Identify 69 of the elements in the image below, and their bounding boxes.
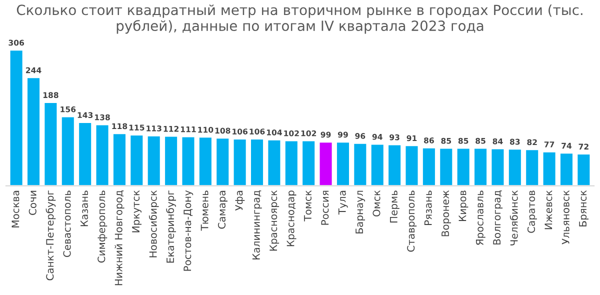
bar (26, 76, 41, 186)
bar (94, 124, 110, 186)
x-tick-label: Воронеж (442, 190, 451, 236)
x-tick-label: Тюмень (200, 190, 208, 231)
x-tick-label: Екатеринбург (166, 190, 176, 263)
bar (112, 132, 127, 186)
x-tick-label: Волгоград (493, 190, 503, 244)
x-tick-label: Омск (372, 190, 380, 216)
bar (250, 138, 264, 186)
bar (559, 152, 574, 186)
bar (78, 122, 92, 186)
x-tick-label: Москва (12, 190, 20, 228)
x-tick-label: Уфа (235, 190, 245, 211)
bar (43, 102, 58, 186)
x-tick-label: Ярославль (476, 190, 486, 245)
bar (473, 147, 488, 186)
x-tick-label: Калининград (252, 190, 262, 260)
bar (352, 142, 368, 186)
bar (576, 153, 592, 186)
x-tick-label: Ижевск (544, 190, 552, 230)
bar (180, 136, 196, 186)
bar (164, 135, 178, 186)
bar (301, 140, 316, 186)
x-tick-label: Тула (338, 190, 348, 215)
bar (60, 116, 76, 186)
x-tick-label: Новосибирск (148, 190, 159, 258)
bar (508, 148, 522, 186)
x-tick-label: Севастополь (63, 190, 71, 257)
x-tick-label: Киров (458, 190, 468, 221)
x-tick-label: Пермь (390, 190, 400, 222)
bar (266, 138, 282, 186)
bar (284, 140, 299, 186)
x-tick-label: Ульяновск (562, 190, 570, 244)
x-tick-label: Красноярск (270, 190, 280, 251)
bar (387, 144, 402, 186)
x-tick-label: Барнаул (356, 190, 366, 234)
bar (438, 147, 454, 186)
x-tick-label: Саратов (527, 190, 537, 233)
x-tick-label: Сочи (28, 190, 36, 215)
x-tick-label: Нижний Новгород (114, 190, 124, 286)
bar (232, 138, 248, 186)
x-tick-label: Казань (80, 190, 88, 226)
x-tick-label: Россия (321, 190, 329, 225)
bar (524, 148, 540, 186)
x-tick-label: Рязань (424, 190, 432, 225)
bar (456, 147, 471, 186)
bar (146, 134, 162, 186)
bar (542, 150, 557, 186)
bar (490, 148, 506, 186)
x-tick-label: Краснодар (286, 190, 296, 246)
bar (215, 137, 230, 186)
x-tick-label: Челябинск (510, 190, 518, 246)
x-tick-label: Симферополь (98, 190, 108, 263)
bar (404, 144, 420, 186)
x-tick-label: Брянск (579, 190, 589, 226)
bar (8, 49, 24, 186)
bar (129, 134, 144, 186)
x-tick-label: Томск (304, 190, 312, 222)
x-tick-label: Ставрополь (407, 190, 417, 252)
x-tick-label: Санкт-Петербург (46, 190, 56, 280)
bar (198, 136, 213, 186)
x-tick-label: Самара (218, 190, 228, 229)
x-tick-label: Иркутск (132, 190, 142, 232)
chart-title: Сколько стоит квадратный метр на вторичном рынке в городах России (тыс. рублей), данные по итогам IV квартала 2023 года (16, 4, 582, 34)
bar (422, 146, 436, 186)
bar (318, 141, 334, 186)
bar (336, 141, 350, 186)
bar (370, 143, 385, 186)
x-tick-label: Ростов-на-Дону (184, 190, 194, 271)
